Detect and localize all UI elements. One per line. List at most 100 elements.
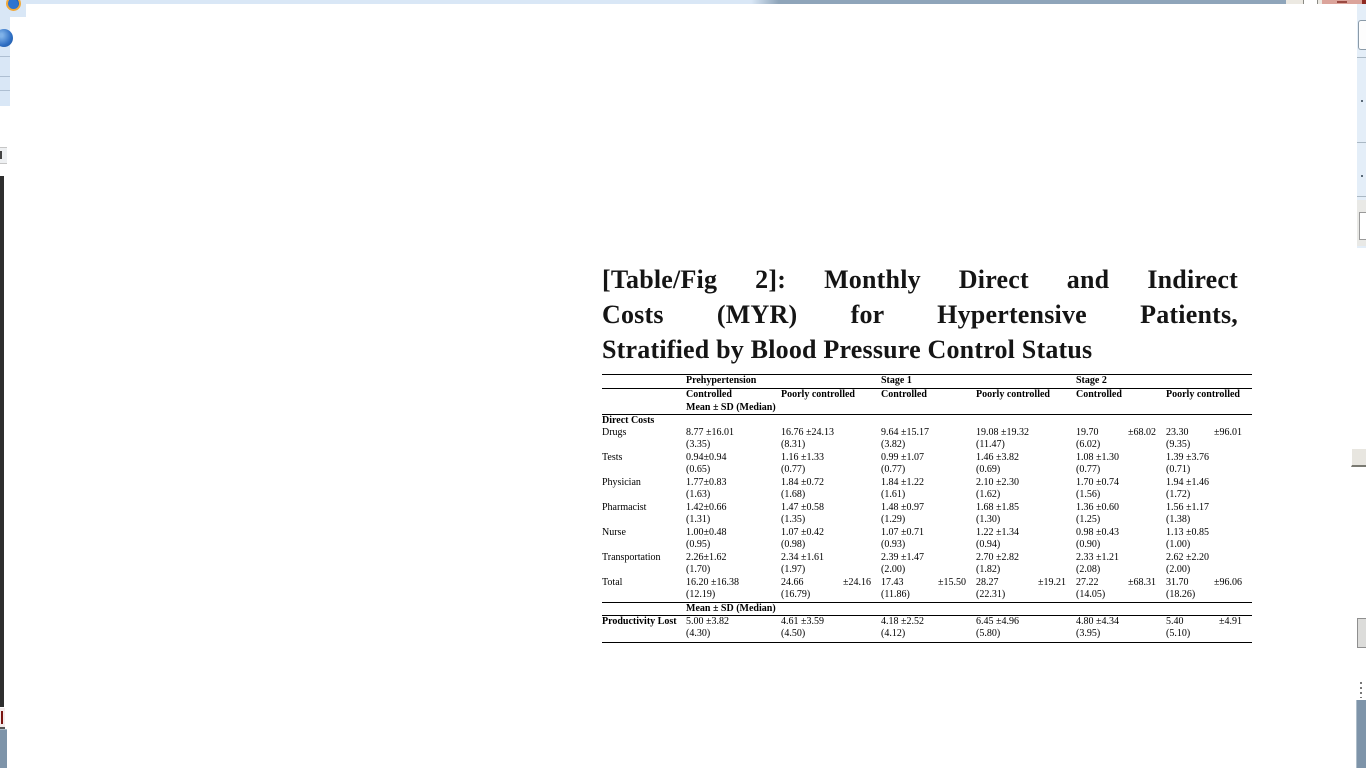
cost-cell: 1.00±0.48 (0.95) [686, 527, 781, 552]
median-value: (5.80) [976, 628, 1001, 639]
toolbar-divider [0, 56, 10, 57]
cost-cell: 6.45 ±4.96 (5.80) [976, 615, 1076, 643]
group-header: Stage 1 [881, 374, 1076, 389]
close-button[interactable] [1322, 0, 1366, 4]
mean-sd-value: 2.62 ±2.20 [1166, 552, 1209, 563]
paper-page: [Table/Fig 2]: Monthly Direct and Indire… [602, 262, 1252, 643]
row-label: Transportation [602, 552, 661, 563]
median-value: (0.93) [881, 539, 906, 550]
mean-sd-value: 2.34 ±1.61 [781, 552, 824, 563]
cost-cell: 1.56 ±1.17 (1.38) [1166, 502, 1252, 527]
median-value: (3.82) [881, 439, 906, 450]
mean-sd-value: 1.07 ±0.42 [781, 527, 824, 538]
cost-cell: 1.22 ±1.34 (0.94) [976, 527, 1076, 552]
cost-cell: 1.47 ±0.58 (1.35) [781, 502, 881, 527]
window-top-edge [0, 0, 1366, 4]
cost-cell: 1.42±0.66 (1.31) [686, 502, 781, 527]
table-row: Physician 1.77±0.83 (1.63) 1.84 ±0.72 (1.68)… [602, 477, 1252, 502]
row-label: Total [602, 577, 623, 588]
mean-sd-value: 1.84 ±1.22 [881, 477, 924, 488]
mean-sd-value: 1.07 ±0.71 [881, 527, 924, 538]
median-value: (1.82) [976, 564, 1001, 575]
mean-sd-value: 27.22 ±68.31 [1076, 577, 1156, 588]
mean-sd-value: 1.13 ±0.85 [1166, 527, 1209, 538]
costs-table: Prehypertension Stage 1 Stage 2 Controlled P… [602, 374, 1252, 643]
row-label: Pharmacist [602, 502, 647, 513]
median-value: (9.35) [1166, 439, 1191, 450]
row-label: Tests [602, 452, 623, 463]
toolbar-divider [0, 90, 10, 91]
cost-cell: 1.39 ±3.76 (0.71) [1166, 452, 1252, 477]
median-value: (1.31) [686, 514, 711, 525]
median-value: (3.35) [686, 439, 711, 450]
median-value: (1.63) [686, 489, 711, 500]
median-value: (1.72) [1166, 489, 1191, 500]
cost-cell: 2.39 ±1.47 (2.00) [881, 552, 976, 577]
median-value: (0.94) [976, 539, 1001, 550]
mean-sd-value: 2.26±1.62 [686, 552, 727, 563]
mean-sd-value: 24.66 ±24.16 [781, 577, 871, 588]
scrollbar-divider [1357, 57, 1366, 58]
mean-sd-value: 1.68 ±1.85 [976, 502, 1019, 513]
mean-sd-value: 1.36 ±0.60 [1076, 502, 1119, 513]
column-header: Controlled [881, 389, 927, 400]
median-value: (6.02) [1076, 439, 1101, 450]
cost-cell: 27.22 ±68.31 (14.05) [1076, 577, 1166, 603]
mean-sd-value: 1.84 ±0.72 [781, 477, 824, 488]
table-row: Nurse 1.00±0.48 (0.95) 1.07 ±0.42 (0.98) 1.07… [602, 527, 1252, 552]
cost-cell: 1.13 ±0.85 (1.00) [1166, 527, 1252, 552]
window-fragment-blue [1356, 700, 1366, 768]
mean-sd-value: 4.18 ±2.52 [881, 616, 924, 627]
median-value: (1.68) [781, 489, 806, 500]
cost-cell: 1.16 ±1.33 (0.77) [781, 452, 881, 477]
scrollbar-fragment[interactable] [1357, 618, 1366, 648]
mean-sd-value: 23.30 ±96.01 [1166, 427, 1242, 438]
mean-sd-value: 31.70 ±96.06 [1166, 577, 1242, 588]
cost-cell: 1.84 ±0.72 (1.68) [781, 477, 881, 502]
cost-cell: 1.36 ±0.60 (1.25) [1076, 502, 1166, 527]
median-value: (2.08) [1076, 564, 1101, 575]
group-header: Stage 2 [1076, 374, 1252, 389]
median-value: (16.79) [781, 589, 811, 600]
cost-cell: 4.61 ±3.59 (4.50) [781, 615, 881, 643]
mean-sd-value: 1.39 ±3.76 [1166, 452, 1209, 463]
table-row: Tests 0.94±0.94 (0.65) 1.16 ±1.33 (0.77) 0.99… [602, 452, 1252, 477]
group-header: Prehypertension [686, 374, 881, 389]
cost-cell: 19.70 ±68.02 (6.02) [1076, 427, 1166, 452]
cost-cell: 16.76 ±24.13 (8.31) [781, 427, 881, 452]
mean-sd-value: 4.80 ±4.34 [1076, 616, 1119, 627]
scrollbar-track-fragment[interactable] [1357, 4, 1366, 248]
median-value: (0.95) [686, 539, 711, 550]
median-value: (0.98) [781, 539, 806, 550]
browser-toolbar-fragment [0, 0, 10, 106]
mean-sd-value: 1.42±0.66 [686, 502, 727, 513]
scrollbar-thumb-fragment[interactable] [1358, 20, 1366, 50]
group-header-row: Prehypertension Stage 1 Stage 2 [602, 374, 1252, 389]
mean-sd-value: 1.94 ±1.46 [1166, 477, 1209, 488]
taskbar-icon-fragment[interactable] [0, 708, 5, 729]
mean-sd-value: 1.56 ±1.17 [1166, 502, 1209, 513]
cost-cell: 1.07 ±0.42 (0.98) [781, 527, 881, 552]
cost-cell: 0.98 ±0.43 (0.90) [1076, 527, 1166, 552]
column-header: Poorly controlled [976, 389, 1050, 400]
cost-cell: 1.68 ±1.85 (1.30) [976, 502, 1076, 527]
median-value: (0.90) [1076, 539, 1101, 550]
figure-title: [Table/Fig 2]: Monthly Direct and Indire… [602, 262, 1238, 367]
mean-sd-value: 1.22 ±1.34 [976, 527, 1019, 538]
mean-sd-value: 1.48 ±0.97 [881, 502, 924, 513]
internet-explorer-icon[interactable] [6, 0, 21, 11]
globe-icon[interactable] [0, 29, 13, 47]
restore-icon [1303, 0, 1318, 4]
cost-cell: 1.84 ±1.22 (1.61) [881, 477, 976, 502]
scrollbar-arrow-button[interactable] [1351, 448, 1366, 467]
stat-label: Mean ± SD (Median) [686, 602, 1252, 616]
median-value: (1.35) [781, 514, 806, 525]
restore-button[interactable] [1286, 0, 1322, 4]
toolbar-icon-fragment[interactable] [0, 147, 7, 164]
cost-cell: 31.70 ±96.06 (18.26) [1166, 577, 1252, 603]
mean-sd-value: 0.99 ±1.07 [881, 452, 924, 463]
median-value: (14.05) [1076, 589, 1106, 600]
figure-title-line3: Stratified by Blood Pressure Control Sta… [602, 335, 1093, 364]
median-value: (1.97) [781, 564, 806, 575]
row-label: Nurse [602, 527, 626, 538]
